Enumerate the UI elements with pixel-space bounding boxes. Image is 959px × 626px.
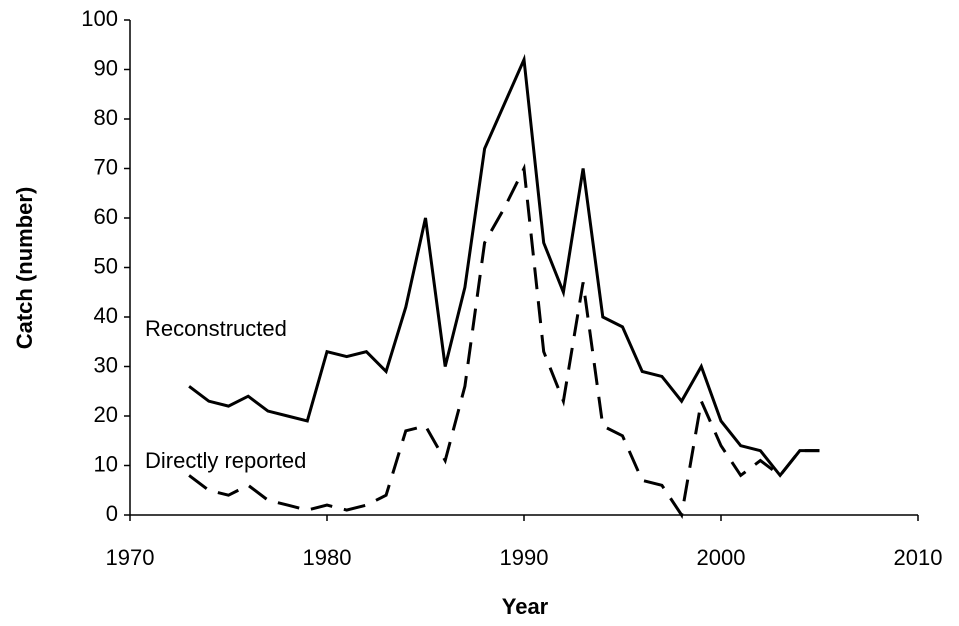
y-tick-label: 100 xyxy=(81,6,118,31)
x-tick-label: 1990 xyxy=(500,545,549,570)
y-tick-label: 80 xyxy=(94,105,118,130)
y-tick-label: 50 xyxy=(94,253,118,278)
series-label: Reconstructed xyxy=(145,316,287,341)
y-tick-label: 20 xyxy=(94,402,118,427)
y-tick-label: 70 xyxy=(94,154,118,179)
y-tick-label: 90 xyxy=(94,55,118,80)
y-tick-label: 30 xyxy=(94,352,118,377)
x-tick-label: 1980 xyxy=(303,545,352,570)
series-line xyxy=(188,163,820,519)
series-line xyxy=(188,53,820,478)
x-tick-label: 2000 xyxy=(697,545,746,570)
x-tick-label: 1970 xyxy=(106,545,155,570)
y-axis-title: Catch (number) xyxy=(12,187,37,350)
y-tick-label: 0 xyxy=(106,501,118,526)
y-tick-label: 40 xyxy=(94,303,118,328)
series-label: Directly reported xyxy=(145,448,306,473)
x-axis-title: Year xyxy=(502,594,549,619)
y-tick-label: 10 xyxy=(94,451,118,476)
x-tick-label: 2010 xyxy=(894,545,943,570)
y-tick-label: 60 xyxy=(94,204,118,229)
